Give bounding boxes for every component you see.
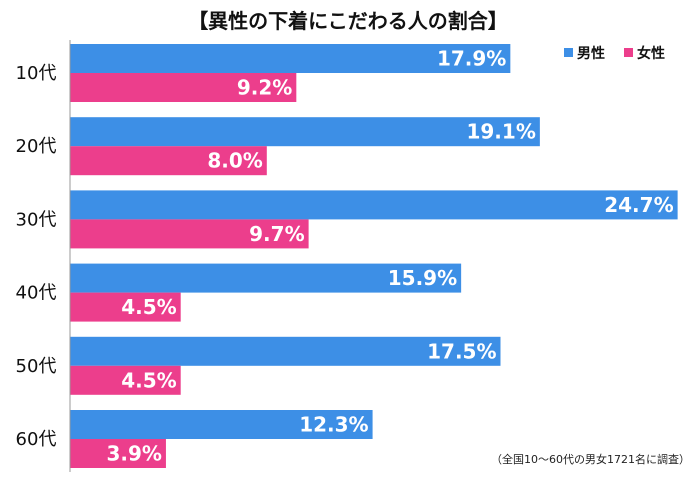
bar-male [70, 44, 511, 73]
data-label: 24.7% [604, 193, 673, 217]
data-label: 19.1% [466, 120, 535, 144]
bars-group: 10代 17.9% 9.2% 20代 19.1% 8.0% 30代 24.7% 9.7% 40代 1… [16, 44, 678, 468]
bar-female [70, 73, 297, 102]
legend-label: 女性 [637, 45, 665, 62]
data-label: 9.7% [249, 222, 304, 246]
legend-swatch [624, 48, 633, 57]
legend-swatch [564, 48, 573, 57]
category-label: 40代 [16, 283, 57, 304]
survey-note: （全国10～60代の男女1721名に調査） [491, 452, 690, 466]
bar-male [70, 336, 501, 366]
chart-title: 【異性の下着にこだわる人の割合】 [188, 9, 508, 33]
bar-male [70, 263, 462, 293]
data-label: 17.9% [437, 47, 506, 71]
legend: 男性 女性 [564, 45, 665, 62]
category-label: 60代 [16, 429, 57, 450]
bar-female [70, 219, 309, 249]
bar-female [70, 292, 181, 322]
bar-female [70, 439, 166, 468]
data-label: 3.9% [106, 442, 161, 466]
category-label: 10代 [16, 63, 57, 84]
category-label: 50代 [16, 356, 57, 377]
category-label: 20代 [16, 136, 57, 157]
data-label: 12.3% [299, 413, 368, 437]
data-label: 9.2% [237, 76, 292, 100]
data-label: 4.5% [121, 368, 176, 392]
data-label: 17.5% [427, 339, 496, 363]
bar-female [70, 146, 267, 176]
category-label: 30代 [16, 209, 57, 230]
bar-male [70, 190, 678, 220]
bar-female [70, 365, 181, 395]
legend-label: 男性 [577, 45, 605, 62]
data-label: 8.0% [207, 149, 262, 173]
data-label: 4.5% [121, 295, 176, 319]
bar-male [70, 410, 373, 439]
bar-male [70, 117, 540, 147]
data-label: 15.9% [388, 266, 457, 290]
